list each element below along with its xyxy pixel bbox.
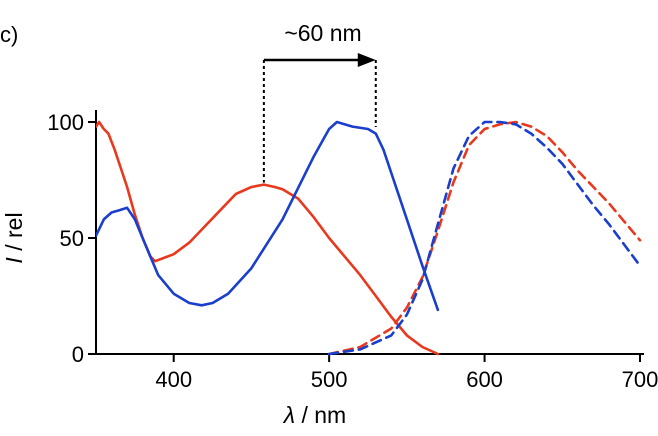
series-line-3: [327, 120, 642, 356]
series-line-1: [96, 120, 440, 356]
series-line-4: [327, 120, 642, 356]
x-axis-symbol: λ: [282, 402, 295, 428]
y-axis-unit: / rel: [1, 212, 27, 257]
x-tick-label: 500: [311, 367, 348, 392]
y-tick-label: 0: [72, 342, 84, 367]
shift-annotation: ~60 nm: [262, 20, 377, 183]
annotation-arrow-head: [357, 53, 376, 67]
series-group: [96, 120, 642, 356]
x-axis-unit: / nm: [295, 402, 346, 428]
x-tick-label: 400: [155, 367, 192, 392]
y-tick-label: 50: [60, 226, 84, 251]
x-tick-label: 700: [622, 367, 658, 392]
x-tick-label: 600: [466, 367, 503, 392]
x-axis-title: λ / nm: [282, 402, 346, 428]
panel-label: c): [0, 22, 18, 47]
series-line-2: [96, 120, 440, 312]
y-tick-label: 100: [47, 110, 84, 135]
annotation-label: ~60 nm: [284, 20, 361, 46]
y-axis-title: I / rel: [1, 212, 27, 263]
plot-area: 400 500 600 700 0 50 100: [47, 110, 658, 392]
y-axis-symbol: I: [1, 257, 27, 264]
